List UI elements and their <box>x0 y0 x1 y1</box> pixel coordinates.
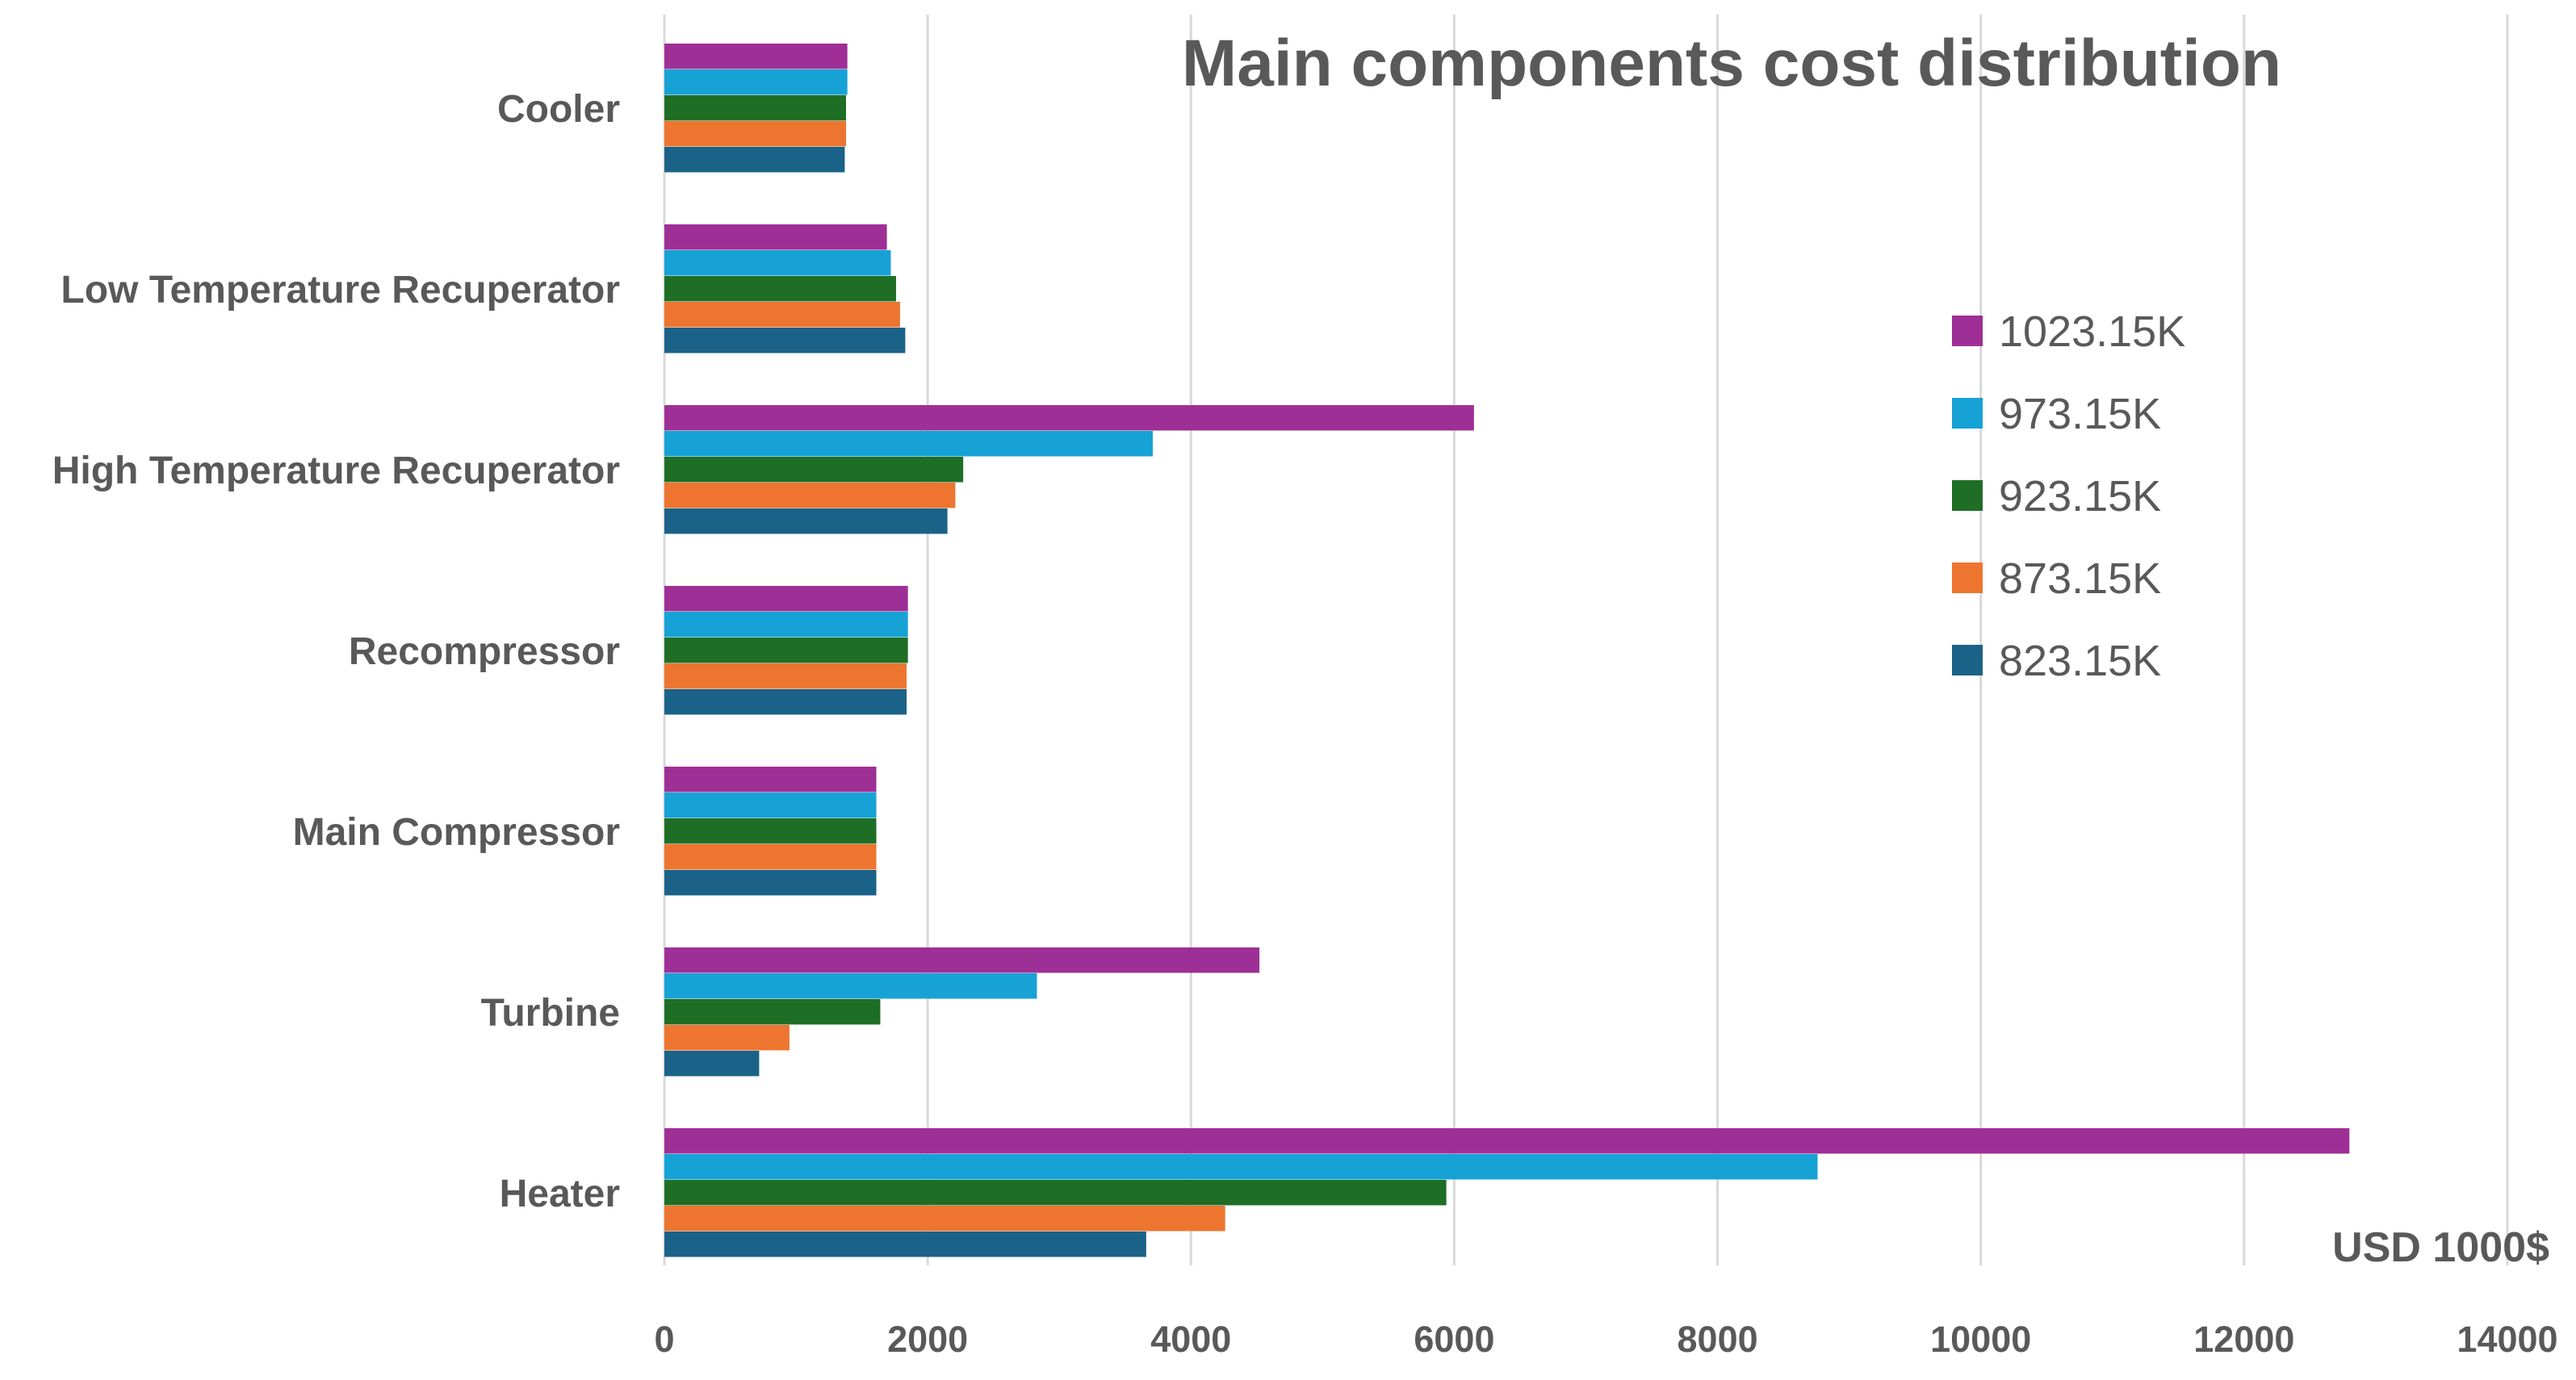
category-label: Cooler <box>497 88 620 131</box>
bars <box>664 44 2350 1257</box>
category-labels: Cooler Low Temperature Recuperator High Te… <box>52 88 620 1215</box>
bar-main-compressor-923.15K <box>664 818 877 844</box>
legend-label: 873.15K <box>1999 554 2161 603</box>
legend-swatch-973.15K <box>1952 398 1983 429</box>
bar-main-compressor-973.15K <box>664 792 877 818</box>
bar-cooler-973.15K <box>664 69 848 95</box>
legend-label: 823.15K <box>1999 637 2161 685</box>
x-axis-unit-label: USD 1000$ <box>2332 1224 2549 1271</box>
legend-swatch-923.15K <box>1952 480 1983 511</box>
bar-low-temperature-recuperator-873.15K <box>664 302 900 328</box>
bar-low-temperature-recuperator-1023.15K <box>664 224 887 250</box>
legend: 1023.15K 973.15K 923.15K 873.15K 823.15K <box>1952 307 2185 685</box>
legend-swatch-823.15K <box>1952 645 1983 675</box>
bar-heater-823.15K <box>664 1232 1146 1257</box>
bar-main-compressor-873.15K <box>664 844 877 870</box>
bar-low-temperature-recuperator-973.15K <box>664 250 891 276</box>
x-tick-label: 8000 <box>1678 1319 1758 1360</box>
bar-recompressor-873.15K <box>664 663 907 689</box>
x-tick-label: 2000 <box>887 1319 968 1360</box>
category-label: Recompressor <box>349 630 620 673</box>
x-tick-label: 10000 <box>1930 1319 2031 1360</box>
bar-heater-873.15K <box>664 1206 1225 1232</box>
x-tick-label: 12000 <box>2193 1319 2294 1360</box>
bar-turbine-923.15K <box>664 999 881 1025</box>
bar-high-temperature-recuperator-973.15K <box>664 431 1153 457</box>
bar-cooler-1023.15K <box>664 44 848 69</box>
bar-recompressor-923.15K <box>664 638 908 663</box>
bar-turbine-1023.15K <box>664 947 1260 973</box>
bar-low-temperature-recuperator-923.15K <box>664 276 897 302</box>
bar-turbine-823.15K <box>664 1051 760 1077</box>
category-label: Turbine <box>481 992 620 1035</box>
bar-recompressor-1023.15K <box>664 586 908 612</box>
x-tick-label: 6000 <box>1414 1319 1494 1360</box>
bar-cooler-823.15K <box>664 147 845 173</box>
bar-low-temperature-recuperator-823.15K <box>664 328 906 353</box>
x-tick-label: 4000 <box>1150 1319 1231 1360</box>
legend-label: 973.15K <box>1999 390 2161 438</box>
category-label: High Temperature Recuperator <box>52 450 620 492</box>
bar-recompressor-973.15K <box>664 612 908 638</box>
x-tick-label: 14000 <box>2457 1319 2557 1360</box>
bar-heater-973.15K <box>664 1154 1818 1180</box>
bar-high-temperature-recuperator-923.15K <box>664 457 964 483</box>
bar-high-temperature-recuperator-1023.15K <box>664 405 1474 431</box>
chart-title: Main components cost distribution <box>1182 27 2281 100</box>
gridlines <box>663 15 2509 1265</box>
legend-label: 923.15K <box>1999 472 2161 521</box>
bar-cooler-873.15K <box>664 121 847 147</box>
bar-high-temperature-recuperator-823.15K <box>664 508 948 534</box>
legend-label: 1023.15K <box>1999 307 2185 356</box>
category-label: Heater <box>500 1173 620 1215</box>
bar-main-compressor-823.15K <box>664 870 877 896</box>
bar-cooler-923.15K <box>664 95 847 121</box>
x-tick-label: 0 <box>654 1319 674 1360</box>
bar-recompressor-823.15K <box>664 689 907 715</box>
category-label: Low Temperature Recuperator <box>61 269 620 312</box>
bar-heater-923.15K <box>664 1180 1447 1206</box>
bar-turbine-873.15K <box>664 1025 790 1051</box>
bar-turbine-973.15K <box>664 973 1037 999</box>
bar-main-compressor-1023.15K <box>664 767 877 792</box>
bar-heater-1023.15K <box>664 1128 2350 1154</box>
legend-swatch-1023.15K <box>1952 316 1983 346</box>
legend-swatch-873.15K <box>1952 562 1983 593</box>
x-axis-tick-labels: 0 2000 4000 6000 8000 10000 12000 14000 <box>654 1319 2557 1360</box>
bar-high-temperature-recuperator-873.15K <box>664 483 956 508</box>
category-label: Main Compressor <box>293 811 620 854</box>
